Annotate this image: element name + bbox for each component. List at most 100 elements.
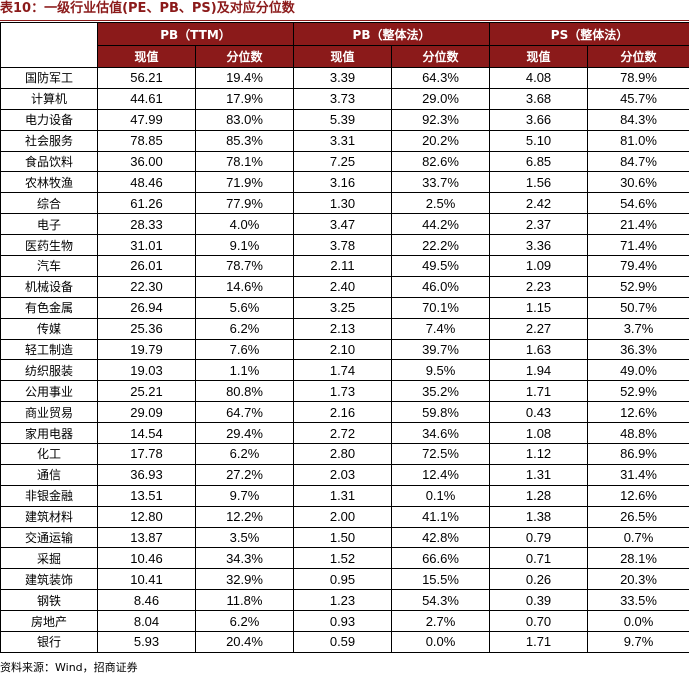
table-row: 医药生物 31.01 9.1% 3.78 22.2% 3.36 71.4% (0, 234, 689, 257)
current-value-cell: 1.71 (489, 380, 589, 403)
percentile-cell: 12.4% (390, 463, 491, 486)
percentile-cell: 0.1% (390, 484, 491, 507)
table-row: 商业贸易 29.09 64.7% 2.16 59.8% 0.43 12.6% (0, 401, 689, 424)
current-value-cell: 1.73 (293, 380, 392, 403)
current-value-cell: 12.80 (97, 505, 196, 528)
group-header-row: PB（TTM） PB（整体法） PS（整体法） (0, 22, 689, 68)
table-row: 综合 61.26 77.9% 1.30 2.5% 2.42 54.6% (0, 192, 689, 215)
percentile-cell: 12.6% (587, 484, 689, 507)
percentile-cell: 92.3% (390, 108, 491, 131)
percentile-cell: 14.6% (195, 275, 294, 298)
current-value-cell: 19.03 (97, 359, 196, 382)
current-value-cell: 19.79 (97, 338, 196, 361)
current-value-cell: 3.39 (293, 67, 392, 89)
current-value-cell: 1.71 (489, 631, 589, 653)
percentile-cell: 2.5% (390, 192, 491, 215)
table-row: 电力设备 47.99 83.0% 5.39 92.3% 3.66 84.3% (0, 108, 689, 131)
percentile-cell: 66.6% (390, 547, 491, 570)
current-value-cell: 17.78 (97, 443, 196, 465)
current-value-cell: 25.36 (97, 317, 196, 340)
current-value-cell: 3.47 (293, 213, 392, 236)
percentile-cell: 46.0% (390, 275, 491, 298)
percentile-cell: 9.7% (195, 484, 294, 507)
current-value-cell: 6.85 (489, 150, 589, 173)
percentile-cell: 71.4% (587, 234, 689, 257)
percentile-cell: 30.6% (587, 171, 689, 194)
percentile-cell: 17.9% (195, 87, 294, 110)
corner-cell (0, 22, 98, 68)
current-value-cell: 29.09 (97, 401, 196, 424)
percentile-cell: 78.7% (195, 255, 294, 277)
percentile-cell: 59.8% (390, 401, 491, 424)
percentile-cell: 12.6% (587, 401, 689, 424)
industry-name-cell: 采掘 (0, 547, 98, 570)
industry-name-cell: 传媒 (0, 317, 98, 340)
percentile-cell: 80.8% (195, 380, 294, 403)
percentile-cell: 64.3% (390, 67, 491, 89)
current-value-cell: 2.11 (293, 255, 392, 277)
table-row: 房地产 8.04 6.2% 0.93 2.7% 0.70 0.0% (0, 610, 689, 633)
table-row: 机械设备 22.30 14.6% 2.40 46.0% 2.23 52.9% (0, 275, 689, 298)
industry-name-cell: 非银金融 (0, 484, 98, 507)
industry-name-cell: 钢铁 (0, 589, 98, 612)
current-value-cell: 2.03 (293, 463, 392, 486)
industry-name-cell: 通信 (0, 463, 98, 486)
current-value-cell: 3.16 (293, 171, 392, 194)
percentile-cell: 34.3% (195, 547, 294, 570)
percentile-cell: 52.9% (587, 275, 689, 298)
percentile-cell: 78.9% (587, 67, 689, 89)
current-value-cell: 2.00 (293, 505, 392, 528)
current-value-cell: 5.10 (489, 129, 589, 152)
percentile-cell: 49.5% (390, 255, 491, 277)
current-value-cell: 1.52 (293, 547, 392, 570)
table-title: 表10：一级行业估值(PE、PB、PS)及对应分位数 (0, 1, 295, 16)
percentile-cell: 4.0% (195, 213, 294, 236)
table-header: PB（TTM） PB（整体法） PS（整体法） 现值 分位数 现值 分位数 现值… (0, 22, 689, 68)
industry-name-cell: 公用事业 (0, 380, 98, 403)
table-row: 有色金属 26.94 5.6% 3.25 70.1% 1.15 50.7% (0, 296, 689, 319)
current-value-cell: 31.01 (97, 234, 196, 257)
current-value-cell: 2.10 (293, 338, 392, 361)
industry-name-cell: 轻工制造 (0, 338, 98, 361)
current-value-cell: 1.94 (489, 359, 589, 382)
industry-name-cell: 机械设备 (0, 275, 98, 298)
percentile-cell: 32.9% (195, 568, 294, 591)
table-row: 钢铁 8.46 11.8% 1.23 54.3% 0.39 33.5% (0, 589, 689, 612)
table-row: 纺织服装 19.03 1.1% 1.74 9.5% 1.94 49.0% (0, 359, 689, 382)
percentile-cell: 34.6% (390, 422, 491, 445)
percentile-cell: 35.2% (390, 380, 491, 403)
sub-header: 分位数 (390, 45, 491, 68)
table-row: 银行 5.93 20.4% 0.59 0.0% 1.71 9.7% (0, 631, 689, 653)
current-value-cell: 10.41 (97, 568, 196, 591)
table-row: 非银金融 13.51 9.7% 1.31 0.1% 1.28 12.6% (0, 484, 689, 507)
current-value-cell: 1.31 (489, 463, 589, 486)
percentile-cell: 41.1% (390, 505, 491, 528)
current-value-cell: 10.46 (97, 547, 196, 570)
percentile-cell: 85.3% (195, 129, 294, 152)
industry-name-cell: 汽车 (0, 255, 98, 277)
percentile-cell: 26.5% (587, 505, 689, 528)
table-row: 通信 36.93 27.2% 2.03 12.4% 1.31 31.4% (0, 463, 689, 486)
percentile-cell: 0.0% (390, 631, 491, 653)
current-value-cell: 0.71 (489, 547, 589, 570)
current-value-cell: 0.43 (489, 401, 589, 424)
table-row: 交通运输 13.87 3.5% 1.50 42.8% 0.79 0.7% (0, 526, 689, 549)
percentile-cell: 39.7% (390, 338, 491, 361)
percentile-cell: 7.4% (390, 317, 491, 340)
current-value-cell: 1.30 (293, 192, 392, 215)
percentile-cell: 86.9% (587, 443, 689, 465)
industry-name-cell: 房地产 (0, 610, 98, 633)
current-value-cell: 4.08 (489, 67, 589, 89)
table-row: 食品饮料 36.00 78.1% 7.25 82.6% 6.85 84.7% (0, 150, 689, 173)
current-value-cell: 2.27 (489, 317, 589, 340)
table-row: 计算机 44.61 17.9% 3.73 29.0% 3.68 45.7% (0, 87, 689, 110)
percentile-cell: 81.0% (587, 129, 689, 152)
current-value-cell: 13.87 (97, 526, 196, 549)
current-value-cell: 3.68 (489, 87, 589, 110)
current-value-cell: 2.72 (293, 422, 392, 445)
current-value-cell: 3.31 (293, 129, 392, 152)
source-note: 资料来源：Wind，招商证券 (0, 661, 138, 674)
current-value-cell: 47.99 (97, 108, 196, 131)
current-value-cell: 48.46 (97, 171, 196, 194)
percentile-cell: 3.5% (195, 526, 294, 549)
